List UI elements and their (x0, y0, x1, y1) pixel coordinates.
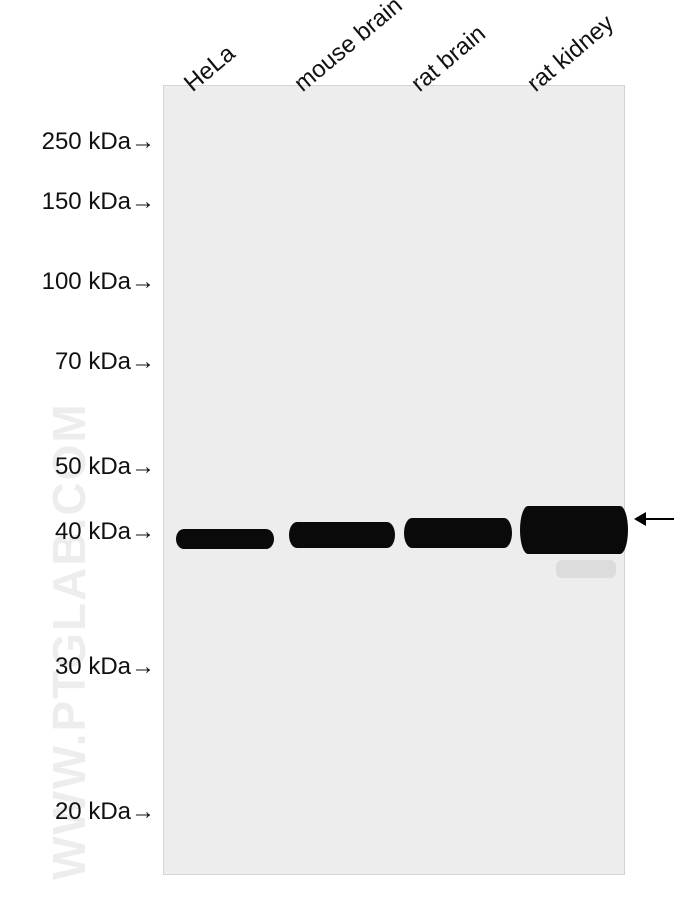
protein-band (176, 529, 274, 549)
mw-marker-label: 150 kDa→ (0, 188, 155, 216)
mw-marker-label: 20 kDa→ (0, 798, 155, 826)
mw-marker-label: 50 kDa→ (0, 453, 155, 481)
mw-marker-label: 250 kDa→ (0, 128, 155, 156)
blot-membrane (163, 85, 625, 875)
lane-label: mouse brain (289, 0, 408, 98)
protein-band (404, 518, 512, 548)
arrow-head-icon (634, 512, 646, 526)
mw-marker-label: 40 kDa→ (0, 518, 155, 546)
faint-smear (556, 560, 616, 578)
arrow-shaft (646, 518, 674, 520)
protein-band (289, 522, 395, 548)
mw-marker-label: 100 kDa→ (0, 268, 155, 296)
mw-marker-label: 30 kDa→ (0, 653, 155, 681)
protein-band (520, 506, 628, 554)
western-blot-figure: WWW.PTGLAB.COM HeLamouse brainrat brainr… (0, 0, 680, 903)
mw-marker-label: 70 kDa→ (0, 348, 155, 376)
